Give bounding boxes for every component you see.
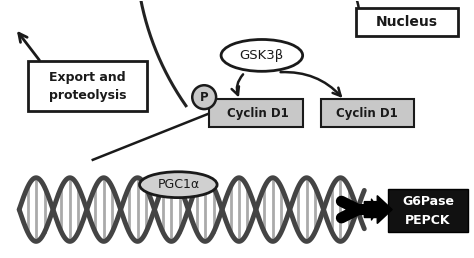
FancyBboxPatch shape xyxy=(356,8,458,36)
Text: G6Pase
PEPCK: G6Pase PEPCK xyxy=(402,195,454,227)
Ellipse shape xyxy=(139,172,217,198)
Text: Nucleus: Nucleus xyxy=(376,15,438,29)
FancyBboxPatch shape xyxy=(28,61,147,111)
FancyBboxPatch shape xyxy=(320,99,414,127)
Text: P: P xyxy=(200,91,209,104)
Text: PGC1α: PGC1α xyxy=(157,178,200,191)
Polygon shape xyxy=(365,196,392,223)
FancyBboxPatch shape xyxy=(388,189,468,232)
Text: Cyclin D1: Cyclin D1 xyxy=(337,107,398,120)
FancyBboxPatch shape xyxy=(209,99,302,127)
Text: Export and
proteolysis: Export and proteolysis xyxy=(49,71,127,102)
Text: GSK3β: GSK3β xyxy=(240,49,284,62)
Ellipse shape xyxy=(192,85,216,109)
Text: Cyclin D1: Cyclin D1 xyxy=(227,107,289,120)
Ellipse shape xyxy=(221,39,302,71)
